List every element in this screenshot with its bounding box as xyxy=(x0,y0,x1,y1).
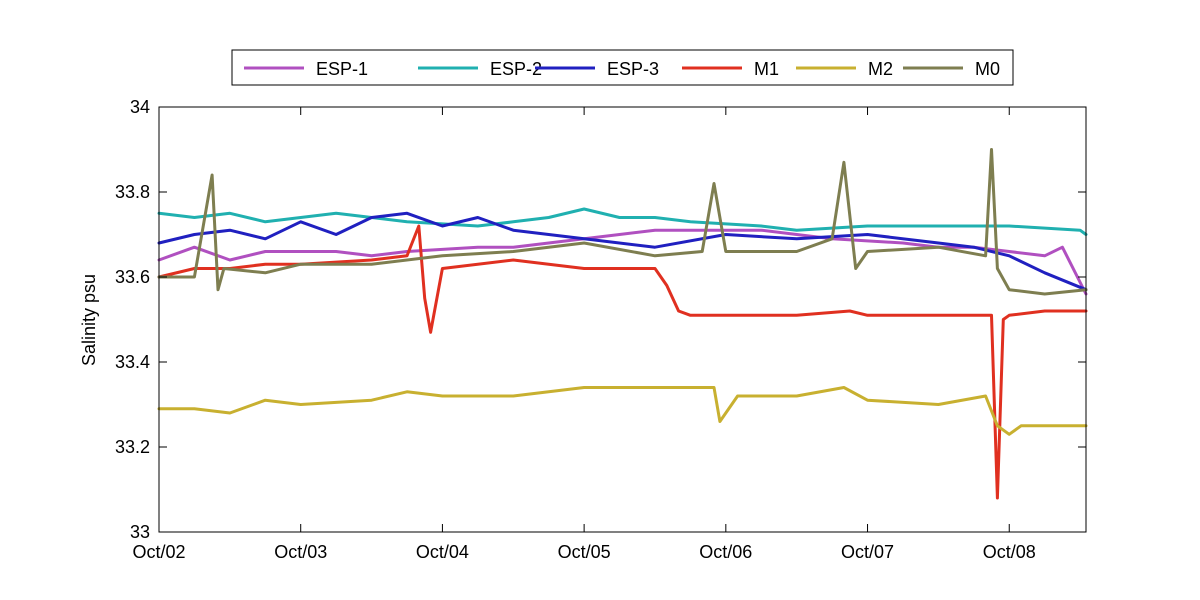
x-tick-label: Oct/03 xyxy=(274,542,327,562)
series-line-esp-3 xyxy=(157,211,1088,292)
x-tick-label: Oct/07 xyxy=(841,542,894,562)
legend-label-m1: M1 xyxy=(754,59,779,79)
x-axis: Oct/02 Oct/03 Oct/04 Oct/05 Oct/06 Oct/07 Oct/… xyxy=(132,107,1036,562)
series-line-m0 xyxy=(157,148,1088,296)
y-axis: 33 33.2 33.4 33.6 33.8 34 xyxy=(115,97,1086,542)
x-tick-label: Oct/02 xyxy=(132,542,185,562)
legend-label-m0: M0 xyxy=(975,59,1000,79)
y-tick-label: 33.8 xyxy=(115,182,150,202)
x-tick-label: Oct/08 xyxy=(983,542,1036,562)
y-tick-label: 34 xyxy=(130,97,150,117)
plot-frame xyxy=(158,106,1087,533)
y-tick-label: 33.2 xyxy=(115,437,150,457)
y-tick-label: 33.4 xyxy=(115,352,150,372)
legend-label-esp-3: ESP-3 xyxy=(607,59,659,79)
legend-label-esp-1: ESP-1 xyxy=(316,59,368,79)
y-tick-label: 33 xyxy=(130,522,150,542)
x-tick-label: Oct/05 xyxy=(558,542,611,562)
legend-label-esp-2: ESP-2 xyxy=(490,59,542,79)
series-line-esp-2 xyxy=(157,207,1088,236)
plot-area xyxy=(159,107,1086,532)
series-line-m1 xyxy=(157,224,1088,500)
legend-box xyxy=(231,49,1014,86)
x-tick-label: Oct/06 xyxy=(699,542,752,562)
x-tick-label: Oct/04 xyxy=(416,542,469,562)
legend: ESP-1 ESP-2 ESP-3 M1 M2 M0 xyxy=(231,49,1014,86)
series-line-m2 xyxy=(157,386,1088,436)
y-tick-label: 33.6 xyxy=(115,267,150,287)
series-layer xyxy=(157,148,1088,500)
legend-label-m2: M2 xyxy=(868,59,893,79)
y-axis-label: Salinity psu xyxy=(79,274,99,366)
